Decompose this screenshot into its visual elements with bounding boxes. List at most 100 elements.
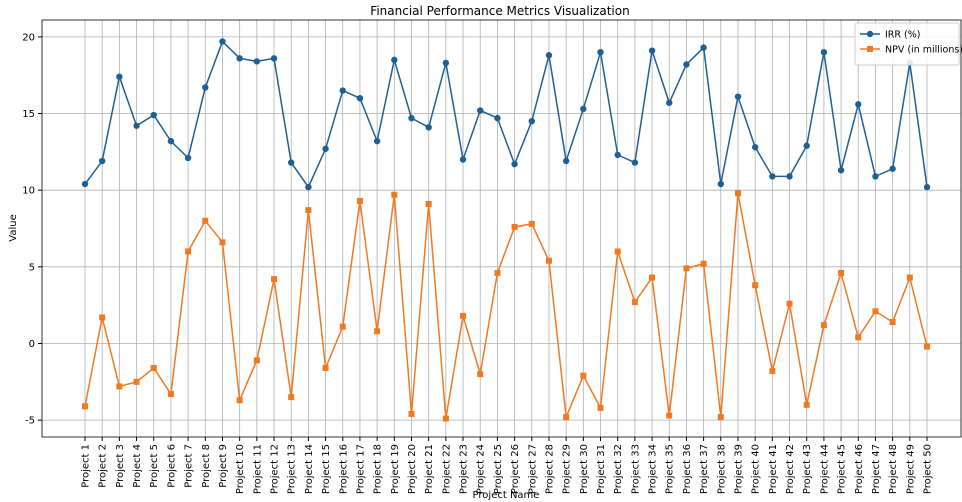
data-point <box>649 274 656 281</box>
legend-label: IRR (%) <box>885 30 920 41</box>
data-point <box>373 137 381 145</box>
x-tick-label: Project 42 <box>785 444 796 494</box>
data-point <box>494 269 501 276</box>
data-point <box>751 144 759 151</box>
x-tick-label: Project 50 <box>923 444 934 494</box>
data-point <box>356 197 363 204</box>
x-tick-label: Project 35 <box>665 444 676 494</box>
data-point <box>683 265 690 272</box>
legend-label: NPV (in millions) <box>885 45 962 56</box>
x-tick-label: Project 41 <box>768 444 779 494</box>
data-point <box>202 84 209 91</box>
series-line <box>84 40 928 189</box>
data-point <box>580 105 587 113</box>
data-point <box>511 223 518 230</box>
data-point <box>906 274 913 281</box>
x-tick-label: Project 27 <box>527 444 538 494</box>
data-point <box>614 151 621 159</box>
data-point <box>803 401 810 408</box>
data-point <box>700 260 707 267</box>
plot-frame <box>41 19 962 438</box>
x-tick-label: Project 13 <box>287 444 298 494</box>
data-point <box>717 180 724 188</box>
x-tick-label: Project 5 <box>149 444 160 488</box>
data-point <box>855 101 862 108</box>
data-point <box>734 93 742 100</box>
x-tick-label: Project 34 <box>648 444 659 494</box>
data-point <box>666 99 673 106</box>
data-point <box>545 257 552 264</box>
x-tick-label: Project 3 <box>115 444 126 488</box>
y-tick-label: 5 <box>29 262 35 273</box>
legend-marker <box>867 46 873 52</box>
y-axis-label: Value <box>8 214 19 241</box>
x-tick-label: Project 30 <box>579 444 590 494</box>
data-point <box>872 173 879 180</box>
data-point <box>683 61 690 68</box>
data-point <box>769 173 776 180</box>
data-point <box>666 412 673 419</box>
data-point <box>648 47 656 54</box>
x-tick-label: Project 44 <box>819 444 830 494</box>
data-point <box>98 157 106 165</box>
x-tick-label: Project 1 <box>81 444 92 488</box>
x-tick-label: Project 40 <box>751 444 762 494</box>
x-tick-label: Project 2 <box>98 444 109 488</box>
x-tick-label: Project 14 <box>304 444 315 494</box>
data-point <box>700 44 707 51</box>
x-tick-label: Project 4 <box>132 444 143 488</box>
data-point <box>477 107 484 114</box>
data-point <box>752 282 759 289</box>
data-point <box>391 191 398 198</box>
x-tick-label: Project 24 <box>476 444 487 494</box>
data-point <box>202 217 209 224</box>
x-tick-label: Project 16 <box>338 444 349 494</box>
data-point <box>236 55 243 62</box>
data-point <box>339 323 346 330</box>
y-tick-label: -5 <box>25 416 35 427</box>
data-point <box>614 248 621 255</box>
x-tick-label: Project 8 <box>201 444 212 488</box>
data-point <box>374 328 381 335</box>
x-tick-label: Project 7 <box>184 444 195 488</box>
data-point <box>786 300 793 307</box>
data-point <box>459 156 467 163</box>
x-tick-label: Project 22 <box>441 444 452 494</box>
data-point <box>855 334 862 341</box>
x-tick-label: Project 46 <box>854 444 865 494</box>
data-point <box>734 190 741 197</box>
data-point <box>631 299 638 306</box>
x-tick-label: Project 10 <box>235 444 246 494</box>
x-tick-label: Project 15 <box>321 444 332 494</box>
data-point <box>253 58 261 65</box>
x-tick-label: Project 45 <box>837 444 848 494</box>
data-point <box>562 157 570 165</box>
x-tick-label: Project 38 <box>716 444 727 494</box>
data-point <box>442 415 449 422</box>
data-point <box>717 414 724 421</box>
data-point <box>322 145 329 152</box>
y-tick-label: 10 <box>22 186 35 197</box>
data-point <box>563 414 570 421</box>
legend-marker <box>866 30 874 38</box>
data-point <box>288 394 295 401</box>
data-point <box>305 207 312 214</box>
x-tick-label: Project 6 <box>166 444 177 488</box>
x-tick-label: Project 11 <box>252 444 263 494</box>
chart-title: Financial Performance Metrics Visualizat… <box>370 4 629 18</box>
legend-box <box>854 22 960 66</box>
data-point <box>511 160 518 168</box>
data-point <box>872 308 879 315</box>
x-tick-label: Project 9 <box>218 444 229 488</box>
data-point <box>803 142 810 149</box>
data-point <box>820 48 828 56</box>
data-point <box>408 114 415 122</box>
x-tick-label: Project 36 <box>682 444 693 494</box>
data-point <box>460 312 467 319</box>
x-tick-label: Project 21 <box>424 444 435 494</box>
data-point <box>838 269 845 276</box>
data-point <box>253 357 260 364</box>
x-tick-label: Project 48 <box>888 444 899 494</box>
y-tick-label: 20 <box>22 32 35 43</box>
x-axis-label: Project Name <box>473 490 540 501</box>
